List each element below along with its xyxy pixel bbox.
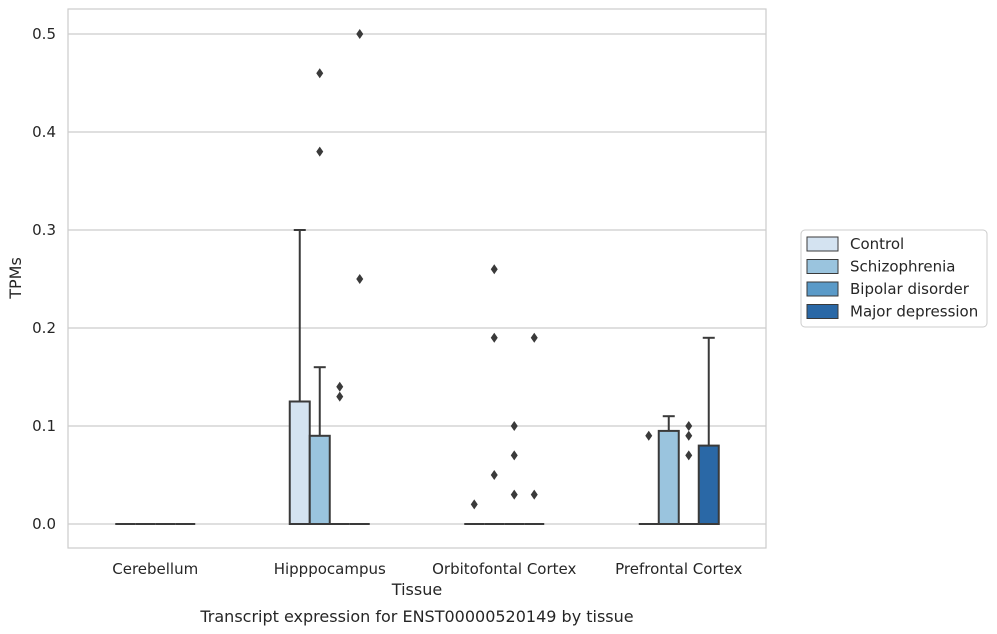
outlier-point — [530, 489, 538, 500]
outlier-point — [685, 421, 693, 431]
outlier-point — [336, 381, 344, 392]
y-tick-label: 0.2 — [32, 319, 56, 337]
x-tick-label: Cerebellum — [112, 560, 198, 578]
y-tick-label: 0.1 — [32, 417, 56, 435]
box-bipolar-disorder — [329, 381, 350, 525]
outlier-point — [356, 29, 364, 39]
box-bipolar-disorder — [504, 421, 525, 525]
plot-frame — [67, 8, 767, 549]
box-major-depression — [349, 29, 370, 525]
outlier-point — [685, 450, 693, 461]
outlier-point — [316, 146, 324, 157]
box-bipolar-disorder — [678, 421, 699, 525]
outlier-point — [685, 430, 693, 441]
y-axis-label: TPMs — [6, 257, 25, 300]
box-control — [638, 430, 659, 525]
outlier-point — [356, 274, 364, 284]
legend-frame — [800, 229, 988, 328]
outlier-point — [470, 499, 478, 510]
outlier-point — [336, 391, 344, 402]
box-body — [288, 400, 311, 525]
box-body — [308, 434, 331, 525]
outlier-point — [510, 489, 518, 500]
y-tick-label: 0.5 — [32, 25, 56, 43]
x-tick-label: Orbitofontal Cortex — [432, 560, 576, 578]
box-schizophrenia — [657, 415, 680, 525]
box-control — [288, 229, 311, 525]
outlier-point — [510, 450, 518, 461]
legend-swatch — [806, 304, 839, 319]
legend-label: Bipolar disorder — [850, 280, 970, 298]
x-tick-label: Hipppocampus — [274, 560, 386, 578]
outlier-point — [490, 470, 498, 480]
box-major-depression — [524, 332, 545, 525]
legend-swatch — [806, 281, 839, 297]
box-plots — [115, 29, 720, 526]
box-major-depression — [697, 336, 720, 526]
box-body — [697, 444, 720, 526]
legend-swatch — [806, 236, 839, 252]
legend-label: Schizophrenia — [850, 258, 955, 276]
outlier-point — [510, 421, 518, 431]
x-axis-ticks: Cerebellum Hipppocampus Orbitofontal Corte… — [112, 560, 742, 578]
outlier-point — [530, 332, 538, 343]
y-axis-ticks: 0.0 0.1 0.2 0.3 0.4 0.5 — [32, 25, 56, 533]
x-axis-label: Tissue — [391, 580, 442, 599]
y-tick-label: 0.3 — [32, 221, 56, 239]
outlier-point — [490, 332, 498, 343]
box-control — [464, 499, 485, 525]
box-schizophrenia — [484, 264, 505, 525]
chart-caption: Transcript expression for ENST0000052014… — [199, 607, 633, 626]
outlier-point — [490, 264, 498, 275]
box-schizophrenia — [308, 68, 331, 525]
legend-label: Major depression — [850, 303, 978, 321]
x-tick-label: Prefrontal Cortex — [615, 560, 742, 578]
legend-label: Control — [850, 235, 904, 253]
outlier-point — [645, 430, 653, 441]
legend: Control Schizophrenia Bipolar disorder Majo… — [800, 229, 988, 328]
y-tick-label: 0.0 — [32, 515, 56, 533]
box-body — [657, 429, 680, 525]
legend-swatch — [806, 259, 839, 274]
outlier-point — [316, 68, 324, 79]
y-tick-label: 0.4 — [32, 123, 56, 141]
